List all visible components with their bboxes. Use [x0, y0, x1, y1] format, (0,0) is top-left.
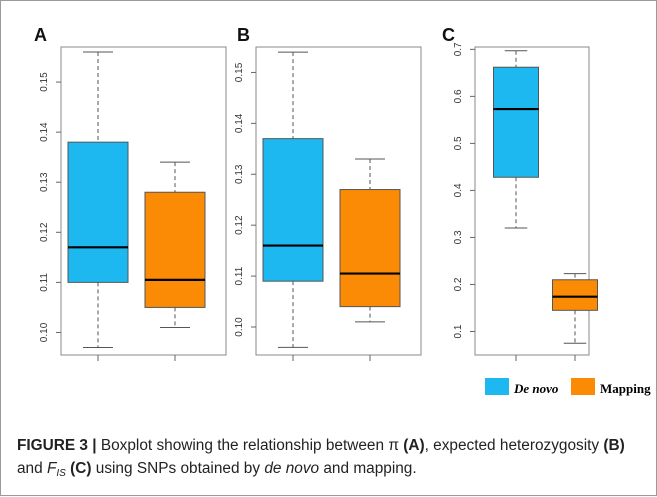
y-tick-label: 0.15: [234, 62, 245, 82]
caption-part: (C): [70, 460, 92, 477]
caption-text: Boxplot showing the relationship between…: [17, 437, 625, 479]
box-mapping: [339, 189, 401, 308]
caption-part: and: [17, 460, 47, 477]
box-de-novo: [262, 138, 324, 282]
panel-label: B: [237, 25, 250, 45]
panel-label: C: [442, 25, 455, 45]
y-tick-label: 0.11: [39, 273, 50, 292]
caption-part: de novo: [264, 460, 320, 477]
y-tick-label: 0.13: [39, 172, 50, 192]
y-tick-label: 0.10: [39, 322, 50, 342]
y-tick-label: 0.6: [453, 89, 464, 103]
y-tick-label: 0.11: [234, 266, 245, 285]
caption-part: IS: [56, 468, 66, 479]
y-tick-label: 0.12: [234, 215, 245, 235]
plot-frame: [60, 46, 227, 356]
plot-frame: [255, 46, 422, 356]
caption-part: (B): [603, 437, 625, 454]
legend-swatch-mapping: [571, 378, 595, 395]
y-tick-label: 0.3: [453, 230, 464, 244]
box-mapping: [552, 279, 598, 311]
y-tick-label: 0.10: [234, 317, 245, 337]
plot-frame: [474, 46, 590, 356]
figure-caption: FIGURE 3 | Boxplot showing the relations…: [17, 434, 647, 485]
caption-part: and mapping.: [319, 460, 417, 477]
y-tick-label: 0.14: [39, 122, 50, 142]
caption-part: Boxplot showing the relationship between…: [100, 437, 404, 454]
legend-label-mapping: Mapping: [600, 381, 651, 396]
box-de-novo: [67, 141, 129, 283]
y-tick-label: 0.15: [39, 72, 50, 92]
y-tick-label: 0.12: [39, 222, 50, 242]
y-tick-label: 0.4: [453, 183, 464, 197]
box-mapping: [144, 191, 206, 308]
y-tick-label: 0.14: [234, 113, 245, 133]
y-tick-label: 0.5: [453, 136, 464, 150]
legend-label-de-novo: De novo: [514, 381, 559, 396]
caption-part: F: [46, 460, 57, 477]
caption-part: , expected heterozygosity: [424, 437, 604, 454]
y-tick-label: 0.13: [234, 164, 245, 184]
box-de-novo: [493, 66, 539, 178]
y-tick-label: 0.1: [453, 324, 464, 338]
y-tick-label: 0.2: [453, 277, 464, 291]
panel-label: A: [34, 25, 47, 45]
legend-swatch-de-novo: [485, 378, 509, 395]
y-tick-label: 0.7: [453, 42, 464, 56]
figure-label: FIGURE 3 |: [17, 437, 97, 454]
caption-part: using SNPs obtained by: [91, 460, 265, 477]
caption-part: (A): [403, 437, 425, 454]
